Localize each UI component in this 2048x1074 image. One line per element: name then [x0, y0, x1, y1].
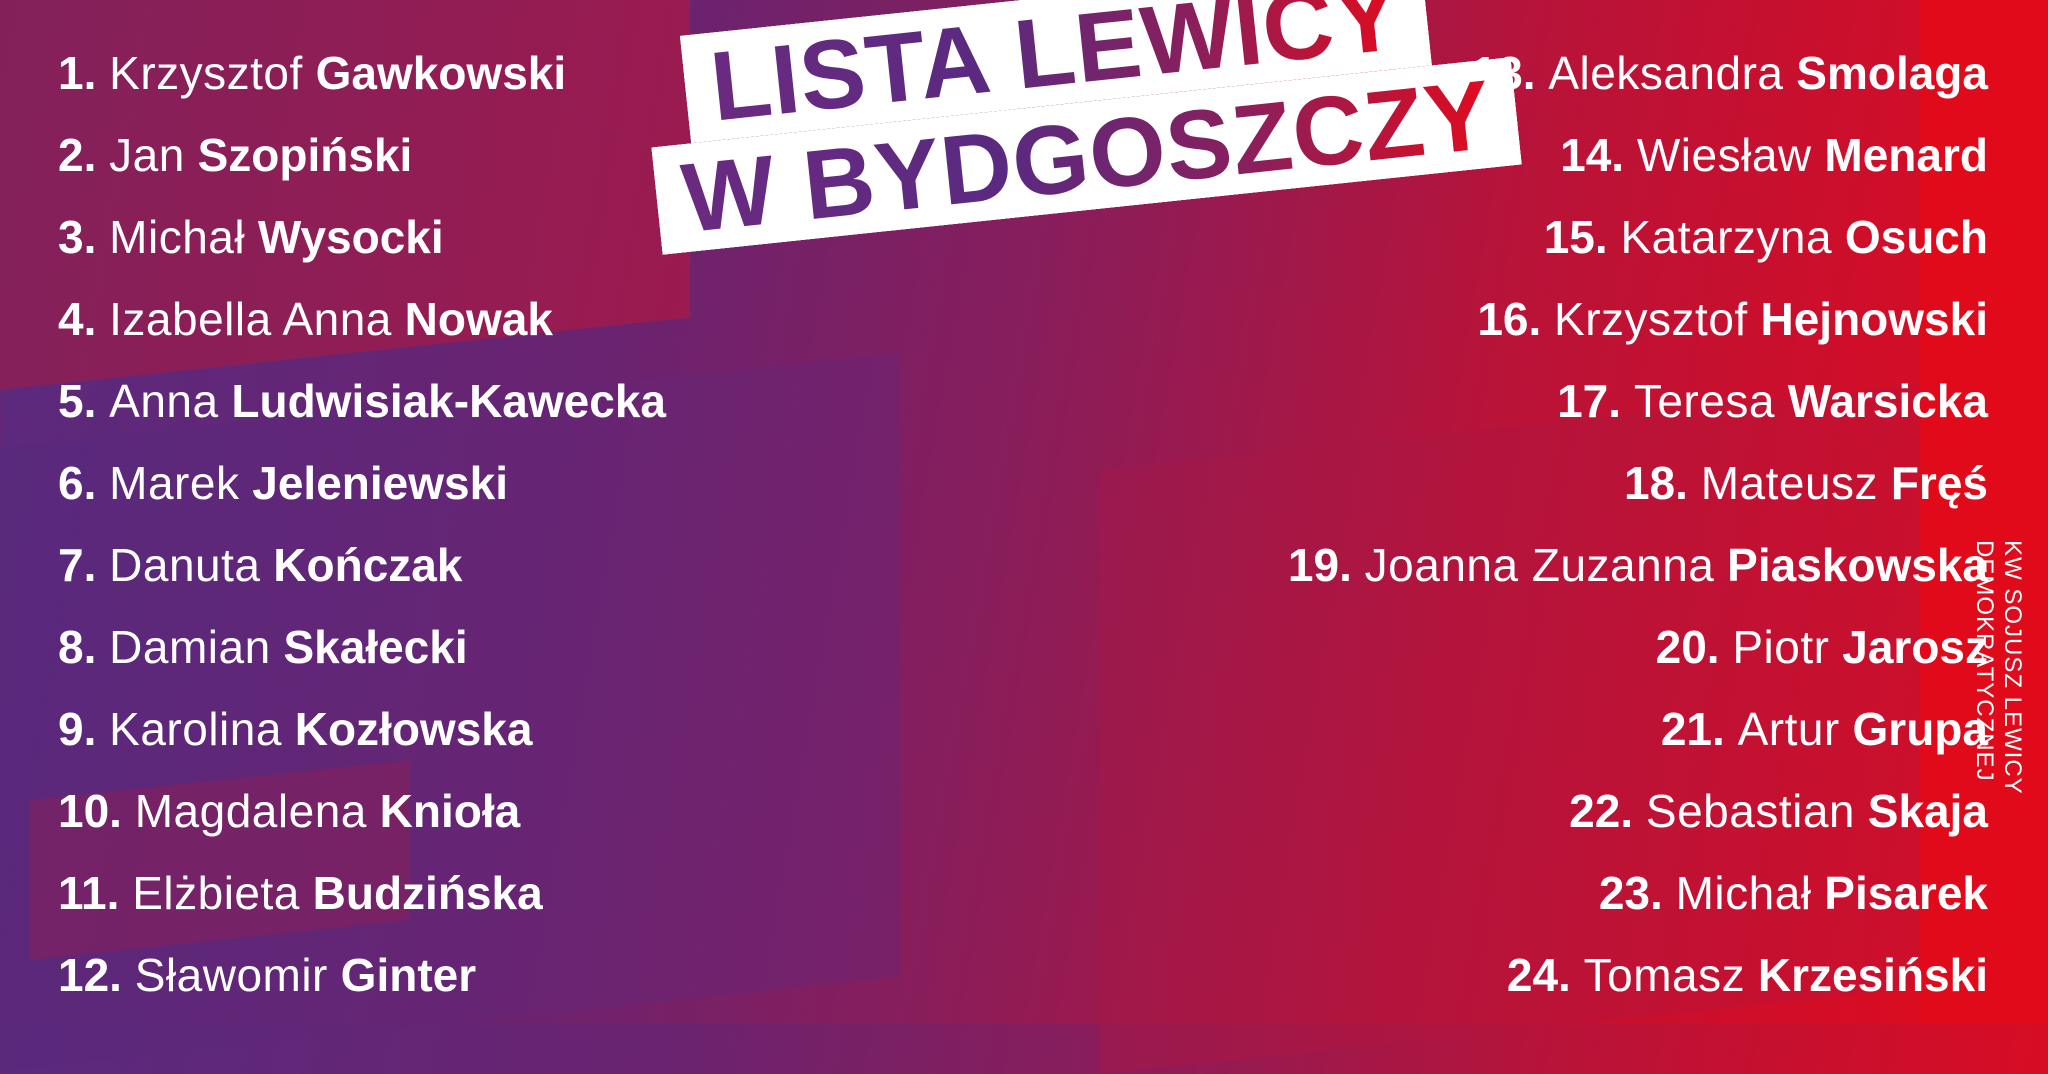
candidate-item: 6. Marek Jeleniewski	[58, 458, 666, 540]
candidate-last-name: Hejnowski	[1760, 293, 1988, 345]
candidate-item: 18. Mateusz Fręś	[1288, 458, 1988, 540]
candidate-number: 20.	[1655, 621, 1720, 673]
candidate-item: 24. Tomasz Krzesiński	[1288, 950, 1988, 1032]
candidate-number: 15.	[1543, 211, 1608, 263]
candidate-first-name: Katarzyna	[1620, 211, 1833, 263]
candidate-item: 7. Danuta Kończak	[58, 540, 666, 622]
candidate-item: 3. Michał Wysocki	[58, 212, 666, 294]
candidate-first-name: Wiesław	[1636, 129, 1812, 181]
candidate-last-name: Smolaga	[1796, 47, 1988, 99]
candidate-number: 23.	[1598, 867, 1663, 919]
candidate-last-name: Wysocki	[257, 211, 444, 263]
candidate-first-name: Sebastian	[1645, 785, 1855, 837]
candidate-item: 1. Krzysztof Gawkowski	[58, 48, 666, 130]
candidate-first-name: Karolina	[109, 703, 282, 755]
candidate-item: 10. Magdalena Knioła	[58, 786, 666, 868]
committee-label: KW SOJUSZ LEWICY DEMOKRATYCZNEJ	[1971, 540, 2026, 795]
candidate-number: 7.	[58, 539, 97, 591]
candidate-number: 2.	[58, 129, 97, 181]
candidate-number: 22.	[1569, 785, 1634, 837]
candidate-last-name: Jeleniewski	[252, 457, 508, 509]
candidate-item: 15. Katarzyna Osuch	[1288, 212, 1988, 294]
candidate-last-name: Krzesiński	[1757, 949, 1988, 1001]
candidate-number: 18.	[1623, 457, 1688, 509]
candidate-number: 5.	[58, 375, 97, 427]
candidate-number: 9.	[58, 703, 97, 755]
candidate-last-name: Skaja	[1867, 785, 1988, 837]
candidate-number: 11.	[58, 867, 120, 919]
candidate-item: 23. Michał Pisarek	[1288, 868, 1988, 950]
candidate-last-name: Menard	[1824, 129, 1988, 181]
candidate-number: 19.	[1287, 539, 1352, 591]
candidate-item: 17. Teresa Warsicka	[1288, 376, 1988, 458]
candidate-last-name: Szopiński	[197, 129, 413, 181]
candidate-first-name: Marek	[109, 457, 240, 509]
candidate-number: 10.	[58, 785, 122, 837]
candidate-last-name: Grupa	[1852, 703, 1988, 755]
candidate-item: 20. Piotr Jarosz	[1288, 622, 1988, 704]
candidate-first-name: Piotr	[1732, 621, 1830, 673]
candidate-item: 2. Jan Szopiński	[58, 130, 666, 212]
candidate-last-name: Warsicka	[1787, 375, 1988, 427]
candidate-number: 14.	[1560, 129, 1625, 181]
candidate-first-name: Artur	[1737, 703, 1840, 755]
candidate-item: 5. Anna Ludwisiak-Kawecka	[58, 376, 666, 458]
candidate-item: 14. Wiesław Menard	[1288, 130, 1988, 212]
candidate-last-name: Skałecki	[283, 621, 468, 673]
candidate-number: 17.	[1557, 375, 1622, 427]
candidate-last-name: Knioła	[379, 785, 521, 837]
candidate-first-name: Joanna Zuzanna	[1364, 539, 1715, 591]
candidate-last-name: Osuch	[1844, 211, 1988, 263]
candidate-item: 16. Krzysztof Hejnowski	[1288, 294, 1988, 376]
candidate-last-name: Jarosz	[1842, 621, 1988, 673]
candidate-first-name: Elżbieta	[132, 867, 300, 919]
candidate-item: 13. Aleksandra Smolaga	[1288, 48, 1988, 130]
candidate-first-name: Tomasz	[1583, 949, 1746, 1001]
candidate-first-name: Sławomir	[134, 949, 328, 1001]
candidate-last-name: Ludwisiak-Kawecka	[231, 375, 666, 427]
candidate-item: 22. Sebastian Skaja	[1288, 786, 1988, 868]
candidate-last-name: Pisarek	[1824, 867, 1988, 919]
candidate-item: 8. Damian Skałecki	[58, 622, 666, 704]
candidate-first-name: Michał	[109, 211, 246, 263]
candidate-first-name: Damian	[109, 621, 271, 673]
candidate-first-name: Krzysztof	[1554, 293, 1748, 345]
candidate-item: 19. Joanna Zuzanna Piaskowska	[1288, 540, 1988, 622]
candidate-last-name: Budzińska	[312, 867, 543, 919]
candidate-last-name: Fręś	[1890, 457, 1988, 509]
candidate-first-name: Teresa	[1633, 375, 1775, 427]
candidate-first-name: Aleksandra	[1548, 47, 1784, 99]
candidate-last-name: Kozłowska	[294, 703, 533, 755]
candidate-first-name: Danuta	[109, 539, 261, 591]
candidate-number: 21.	[1660, 703, 1725, 755]
candidate-number: 8.	[58, 621, 97, 673]
candidate-last-name: Piaskowska	[1727, 539, 1988, 591]
candidate-number: 1.	[58, 47, 97, 99]
candidate-number: 24.	[1506, 949, 1571, 1001]
candidate-first-name: Anna	[109, 375, 219, 427]
candidate-first-name: Jan	[109, 129, 185, 181]
candidate-number: 4.	[58, 293, 97, 345]
candidate-first-name: Krzysztof	[109, 47, 303, 99]
candidate-first-name: Izabella Anna	[109, 293, 392, 345]
candidate-last-name: Nowak	[404, 293, 553, 345]
candidate-item: 11. Elżbieta Budzińska	[58, 868, 666, 950]
candidate-item: 9. Karolina Kozłowska	[58, 704, 666, 786]
candidate-last-name: Kończak	[273, 539, 463, 591]
candidate-number: 16.	[1477, 293, 1542, 345]
candidate-item: 4. Izabella Anna Nowak	[58, 294, 666, 376]
candidate-number: 12.	[58, 949, 122, 1001]
candidate-last-name: Ginter	[340, 949, 477, 1001]
candidate-number: 6.	[58, 457, 97, 509]
candidate-item: 21. Artur Grupa	[1288, 704, 1988, 786]
background-strip	[1920, 0, 2048, 1024]
candidate-first-name: Mateusz	[1700, 457, 1879, 509]
candidate-first-name: Michał	[1675, 867, 1812, 919]
candidate-list-left: 1. Krzysztof Gawkowski 2. Jan Szopiński 3.…	[58, 48, 666, 1032]
candidate-last-name: Gawkowski	[315, 47, 567, 99]
candidate-number: 3.	[58, 211, 97, 263]
candidate-first-name: Magdalena	[134, 785, 367, 837]
candidate-item: 12. Sławomir Ginter	[58, 950, 666, 1032]
